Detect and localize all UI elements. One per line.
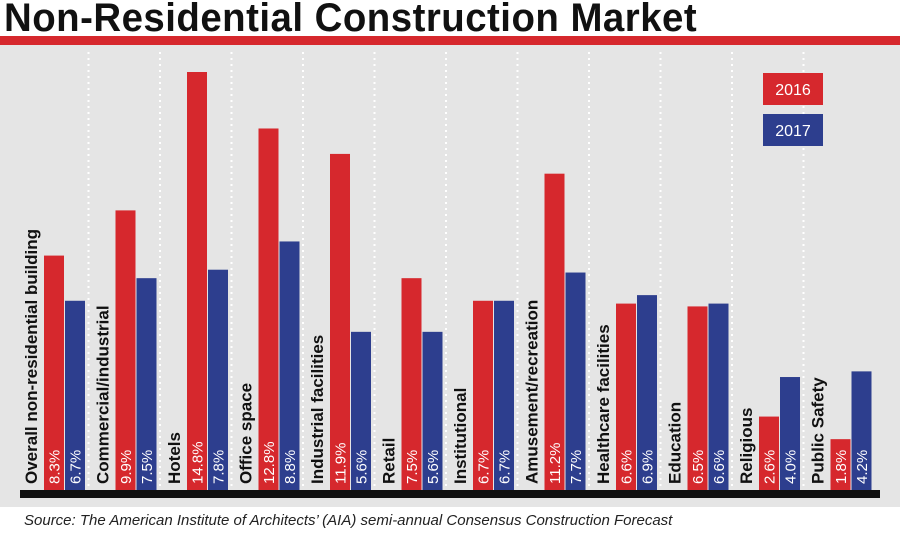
value-label-2016-industrial-facilities: 11.9%	[333, 443, 350, 484]
category-label-amusement-recreation: Amusement/recreation	[523, 300, 542, 484]
legend-label-2017: 2017	[775, 123, 811, 140]
category-label-office-space: Office space	[237, 383, 256, 484]
legend-swatch-2017	[763, 114, 823, 146]
bar-2016-retail	[401, 278, 422, 490]
value-label-2016-amusement-recreation: 11.2%	[547, 443, 564, 484]
value-label-2017-healthcare-facilities: 6.9%	[640, 450, 657, 484]
legend-label-2016: 2016	[775, 82, 811, 99]
bar-2017-education	[708, 303, 729, 490]
bar-2016-office-space	[258, 128, 279, 490]
value-label-2017-institutional: 6.7%	[497, 450, 514, 484]
value-label-2016-religious: 2.6%	[762, 450, 779, 484]
value-label-2017-industrial-facilities: 5.6%	[354, 450, 371, 484]
value-label-2017-commercial-industrial: 7.5%	[139, 450, 156, 484]
value-label-2017-overall-non-residential-building: 6.7%	[68, 450, 85, 484]
bar-2017-amusement-recreation	[565, 272, 586, 490]
title-rule	[0, 36, 900, 45]
bar-2016-overall-non-residential-building	[44, 255, 64, 490]
bar-2016-amusement-recreation	[544, 173, 565, 491]
bar-2017-healthcare-facilities	[637, 295, 657, 490]
bar-2017-industrial-facilities	[351, 331, 371, 490]
bar-2017-overall-non-residential-building	[65, 300, 85, 490]
bar-2017-commercial-industrial	[136, 278, 157, 490]
bar-2016-public-safety	[830, 439, 851, 490]
category-label-institutional: Institutional	[451, 388, 470, 484]
category-label-public-safety: Public Safety	[809, 377, 828, 484]
bar-2017-office-space	[279, 241, 300, 490]
value-label-2016-retail: 7.5%	[404, 450, 421, 484]
category-label-religious: Religious	[737, 407, 756, 484]
category-label-commercial-industrial: Commercial/industrial	[94, 305, 113, 484]
value-label-2017-religious: 4.0%	[783, 450, 800, 484]
bar-2016-commercial-industrial	[115, 210, 136, 490]
category-label-healthcare-facilities: Healthcare facilities	[594, 324, 613, 484]
bar-2016-institutional	[473, 300, 493, 490]
bar-2016-religious	[759, 416, 779, 490]
bar-2016-industrial-facilities	[330, 153, 350, 491]
value-label-2016-education: 6.5%	[690, 450, 707, 484]
category-label-overall-non-residential-building: Overall non-residential building	[22, 229, 41, 484]
bar-2017-retail	[422, 331, 443, 490]
bar-2016-education	[687, 306, 708, 490]
category-label-hotels: Hotels	[165, 432, 184, 484]
value-label-2017-amusement-recreation: 7.7%	[568, 450, 585, 484]
value-label-2016-office-space: 12.8%	[261, 441, 278, 484]
category-label-education: Education	[666, 402, 685, 484]
value-label-2017-office-space: 8.8%	[282, 450, 299, 484]
value-label-2017-retail: 5.6%	[425, 450, 442, 484]
bar-2017-religious	[780, 377, 800, 490]
chart-title: Non-Residential Construction Market	[4, 0, 698, 40]
value-label-2016-public-safety: 1.8%	[833, 450, 850, 484]
x-axis-baseline	[20, 490, 880, 498]
bar-2016-hotels	[187, 72, 207, 490]
value-label-2016-commercial-industrial: 9.9%	[118, 450, 135, 484]
category-label-retail: Retail	[380, 438, 399, 484]
value-label-2017-education: 6.6%	[711, 450, 728, 484]
bar-2017-public-safety	[851, 371, 872, 490]
source-note: Source: The American Institute of Archit…	[24, 512, 673, 529]
bar-2017-hotels	[208, 269, 228, 490]
value-label-2016-healthcare-facilities: 6.6%	[619, 450, 636, 484]
value-label-2017-public-safety: 4.2%	[854, 450, 871, 484]
value-label-2016-institutional: 6.7%	[476, 450, 493, 484]
legend-swatch-2016	[763, 73, 823, 105]
value-label-2017-hotels: 7.8%	[211, 450, 228, 484]
bar-2017-institutional	[494, 300, 514, 490]
value-label-2016-hotels: 14.8%	[190, 441, 207, 484]
category-label-industrial-facilities: Industrial facilities	[308, 335, 327, 484]
bar-2016-healthcare-facilities	[616, 303, 636, 490]
value-label-2016-overall-non-residential-building: 8.3%	[47, 450, 64, 484]
